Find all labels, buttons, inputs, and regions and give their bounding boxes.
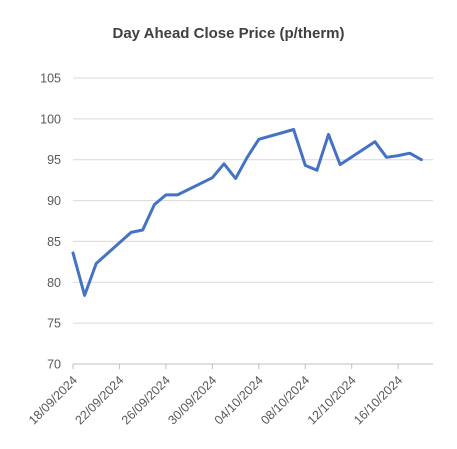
x-tick-label: 08/10/2024 xyxy=(258,373,312,427)
y-axis-ticks: 70 75 80 85 90 95 100 105 xyxy=(40,72,61,372)
y-tick-label: 105 xyxy=(40,72,61,86)
x-tick-label: 18/09/2024 xyxy=(26,373,80,427)
y-tick-label: 100 xyxy=(40,112,61,126)
x-tick-label: 22/09/2024 xyxy=(72,373,126,427)
x-tick-label: 26/09/2024 xyxy=(119,373,173,427)
x-tick-label: 12/10/2024 xyxy=(305,373,359,427)
y-tick-label: 70 xyxy=(47,358,61,372)
y-tick-label: 85 xyxy=(47,235,61,249)
y-tick-label: 95 xyxy=(47,153,61,167)
gridlines xyxy=(73,77,433,365)
x-tick-label: 16/10/2024 xyxy=(351,373,405,427)
x-tick-label: 30/09/2024 xyxy=(165,373,219,427)
y-tick-label: 75 xyxy=(47,317,61,331)
y-tick-label: 80 xyxy=(47,276,61,290)
y-tick-label: 90 xyxy=(47,194,61,208)
chart-title: Day Ahead Close Price (p/therm) xyxy=(112,25,345,42)
series-line xyxy=(71,128,423,297)
x-tick-label: 04/10/2024 xyxy=(212,373,266,427)
x-axis-ticks: 18/09/202422/09/202426/09/202430/09/2024… xyxy=(26,364,405,427)
